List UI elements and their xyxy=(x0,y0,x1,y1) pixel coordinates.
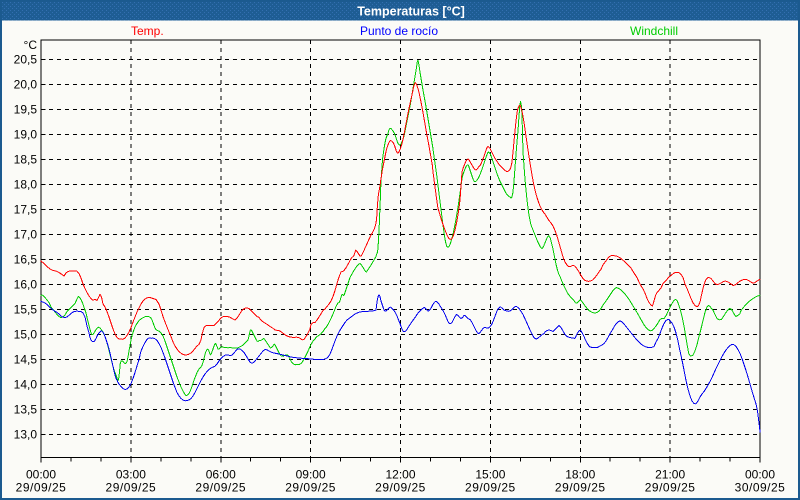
svg-text:18,0: 18,0 xyxy=(14,178,38,192)
svg-text:19,5: 19,5 xyxy=(14,103,38,117)
svg-text:00:00: 00:00 xyxy=(26,468,56,482)
svg-text:14,0: 14,0 xyxy=(14,378,38,392)
svg-text:Punto de rocío: Punto de rocío xyxy=(360,24,438,38)
svg-text:09:00: 09:00 xyxy=(296,468,326,482)
svg-text:20,0: 20,0 xyxy=(14,78,38,92)
svg-text:12:00: 12:00 xyxy=(385,468,415,482)
svg-text:15:00: 15:00 xyxy=(475,468,505,482)
svg-text:29/09/25: 29/09/25 xyxy=(106,481,157,495)
svg-text:14,5: 14,5 xyxy=(14,353,38,367)
svg-text:03:00: 03:00 xyxy=(116,468,146,482)
svg-text:15,0: 15,0 xyxy=(14,328,38,342)
svg-text:17,0: 17,0 xyxy=(14,228,38,242)
svg-text:°C: °C xyxy=(24,38,38,52)
svg-text:16,5: 16,5 xyxy=(14,253,38,267)
svg-text:30/09/25: 30/09/25 xyxy=(735,481,786,495)
svg-text:16,0: 16,0 xyxy=(14,278,38,292)
svg-text:00:00: 00:00 xyxy=(745,468,775,482)
svg-text:17,5: 17,5 xyxy=(14,203,38,217)
svg-text:Temperaturas [°C]: Temperaturas [°C] xyxy=(357,5,465,19)
svg-text:18:00: 18:00 xyxy=(565,468,595,482)
svg-text:18,5: 18,5 xyxy=(14,153,38,167)
svg-text:13,0: 13,0 xyxy=(14,428,38,442)
svg-text:29/09/25: 29/09/25 xyxy=(465,481,516,495)
svg-text:Windchill: Windchill xyxy=(630,24,678,38)
svg-text:29/09/25: 29/09/25 xyxy=(16,481,67,495)
svg-text:06:00: 06:00 xyxy=(206,468,236,482)
svg-text:29/09/25: 29/09/25 xyxy=(555,481,606,495)
svg-text:29/09/25: 29/09/25 xyxy=(645,481,696,495)
svg-text:19,0: 19,0 xyxy=(14,128,38,142)
svg-text:20,5: 20,5 xyxy=(14,53,38,67)
svg-text:29/09/25: 29/09/25 xyxy=(285,481,336,495)
svg-text:Temp.: Temp. xyxy=(131,24,164,38)
svg-text:21:00: 21:00 xyxy=(655,468,685,482)
svg-text:29/09/25: 29/09/25 xyxy=(375,481,426,495)
svg-text:13,5: 13,5 xyxy=(14,403,38,417)
svg-text:29/09/25: 29/09/25 xyxy=(195,481,246,495)
svg-text:15,5: 15,5 xyxy=(14,303,38,317)
